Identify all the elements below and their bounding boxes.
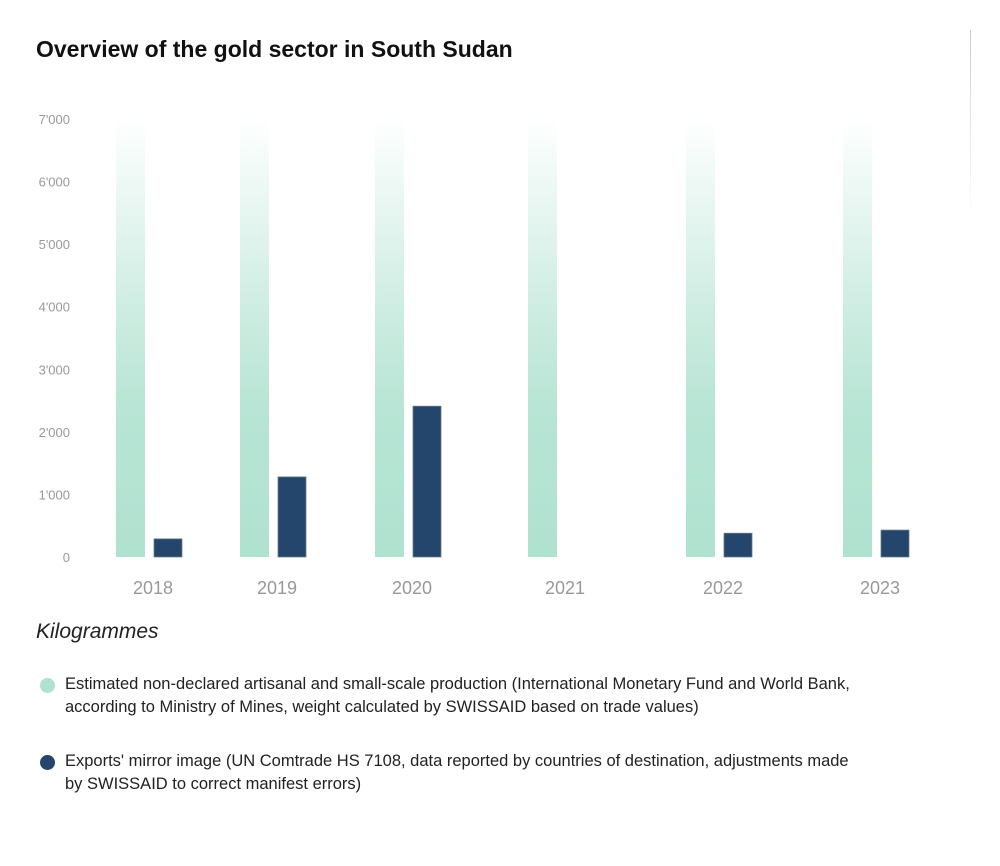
bar-exports-2023 xyxy=(880,529,910,558)
x-tick-label: 2020 xyxy=(392,578,432,598)
bar-estimated-2019 xyxy=(240,119,269,557)
y-tick-label: 6'000 xyxy=(39,175,70,190)
legend-swatch-exports xyxy=(40,755,55,770)
bar-estimated-2020 xyxy=(375,119,404,557)
bar-estimated-2021 xyxy=(528,119,557,557)
bar-exports-2020 xyxy=(412,405,442,558)
divider xyxy=(970,30,971,220)
bar-exports-2019 xyxy=(277,476,307,558)
y-tick-label: 3'000 xyxy=(39,362,70,377)
y-tick-label: 7'000 xyxy=(39,112,70,127)
x-tick-label: 2019 xyxy=(257,578,297,598)
bar-chart: 0 1'000 2'000 3'000 4'000 5'000 6'000 7'000 2018… xyxy=(39,112,910,598)
bar-estimated-2022 xyxy=(686,119,715,557)
x-tick-label: 2023 xyxy=(860,578,900,598)
bar-estimated-2018 xyxy=(116,119,145,557)
chart-title: Overview of the gold sector in South Sud… xyxy=(36,36,513,62)
y-tick-label: 4'000 xyxy=(39,300,70,315)
bar-exports-2018 xyxy=(153,538,183,558)
y-tick-label: 5'000 xyxy=(39,237,70,252)
y-tick-label: 2'000 xyxy=(39,425,70,440)
legend-swatch-estimated xyxy=(40,678,55,693)
y-tick-label: 1'000 xyxy=(39,487,70,502)
legend-label: Estimated non-declared artisanal and sma… xyxy=(65,675,850,716)
bar-exports-2022 xyxy=(723,532,753,558)
y-tick-label: 0 xyxy=(63,550,70,565)
x-tick-label: 2018 xyxy=(133,578,173,598)
unit-label: Kilogrammes xyxy=(36,620,159,643)
legend-label: Exports' mirror image (UN Comtrade HS 71… xyxy=(65,752,849,793)
x-tick-label: 2022 xyxy=(703,578,743,598)
x-tick-label: 2021 xyxy=(545,578,585,598)
legend-item-exports: Exports' mirror image (UN Comtrade HS 71… xyxy=(40,750,865,796)
legend-item-estimated: Estimated non-declared artisanal and sma… xyxy=(40,673,865,719)
bar-estimated-2023 xyxy=(843,119,872,557)
